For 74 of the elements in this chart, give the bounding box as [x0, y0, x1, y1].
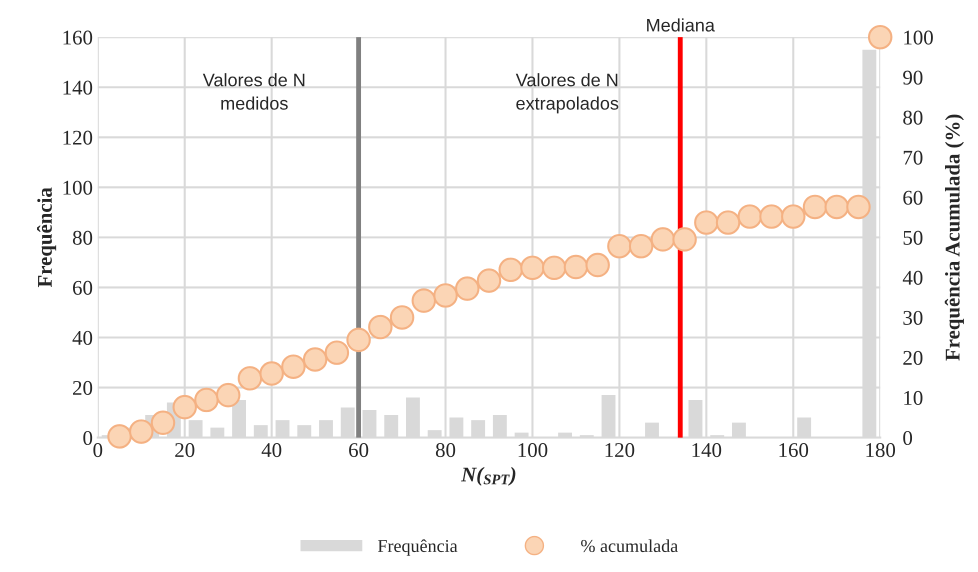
point	[672, 227, 697, 252]
point	[476, 268, 502, 293]
legend-label: Frequência	[378, 539, 458, 556]
x-tick-label: 160	[779, 443, 808, 458]
point	[216, 382, 240, 408]
point	[846, 194, 871, 220]
y-tick-label: 100	[64, 180, 92, 195]
y2-tick-label: 60	[903, 190, 922, 205]
point	[607, 234, 632, 258]
point	[868, 24, 892, 50]
y-tick-label: 60	[73, 280, 92, 295]
x-tick-label: 100	[518, 443, 548, 458]
point	[564, 254, 588, 280]
point	[150, 410, 176, 436]
x-tick-label: 20	[175, 443, 194, 458]
point	[346, 328, 371, 352]
point	[390, 305, 414, 330]
legend-label: % acumulada	[581, 539, 678, 552]
y2-tick-label: 50	[904, 230, 922, 245]
y2-tick-label: 80	[903, 110, 922, 125]
y-tick-label: 80	[72, 230, 92, 245]
x-tick-label: 80	[436, 443, 456, 458]
y-tick-label: 40	[72, 330, 92, 345]
point	[455, 276, 480, 301]
point	[824, 194, 849, 220]
y-tick-label: 140	[64, 80, 92, 95]
y-axis-title: Frequência	[37, 188, 56, 288]
annotation: Valores de N extrapolados	[516, 73, 618, 114]
x-tick-label: 60	[349, 443, 368, 458]
y-tick-label: 160	[64, 30, 92, 45]
point	[716, 210, 740, 235]
point	[412, 288, 436, 313]
y2-tick-label: 20	[903, 350, 922, 365]
y-tick-label: 20	[73, 380, 92, 395]
point	[302, 347, 328, 372]
x-tick-label: 140	[692, 443, 722, 458]
y2-tick-label: 100	[904, 30, 933, 45]
point	[759, 204, 784, 229]
point	[498, 258, 523, 282]
point	[172, 394, 197, 420]
annotation: Valores de N medidos	[202, 73, 304, 110]
x-tick-label: 0	[93, 443, 102, 458]
point	[781, 204, 806, 229]
point	[259, 361, 284, 386]
point	[238, 366, 262, 391]
point	[324, 340, 350, 365]
y-tick-label: 120	[64, 130, 92, 145]
y-tick-label: 0	[83, 430, 92, 446]
point	[281, 354, 306, 379]
point	[738, 204, 762, 229]
y2-tick-label: 90	[903, 70, 922, 85]
x-tick-label: 40	[262, 443, 282, 458]
y2-tick-label: 10	[904, 390, 922, 405]
x-tick-label: 180	[866, 443, 896, 458]
y2-tick-label: 40	[902, 270, 922, 285]
point	[802, 194, 828, 220]
point	[542, 256, 566, 280]
y2-tick-label: 0	[903, 430, 912, 446]
point	[694, 210, 719, 235]
x-axis-title: N($_{SPT}$)	[460, 466, 516, 486]
point	[433, 283, 458, 308]
point	[520, 256, 545, 280]
y2-tick-label: 70	[904, 150, 922, 165]
point	[650, 227, 676, 252]
point	[368, 314, 393, 340]
y2-tick-label: 30	[903, 310, 922, 325]
point	[129, 419, 154, 444]
point	[194, 388, 219, 412]
y2-axis-title: Frequência Acumulada (%)	[944, 114, 964, 361]
point	[107, 424, 132, 449]
ref-line-label: Mediana	[647, 18, 715, 32]
x-tick-label: 120	[606, 443, 634, 458]
point	[585, 252, 610, 278]
point	[628, 234, 654, 258]
